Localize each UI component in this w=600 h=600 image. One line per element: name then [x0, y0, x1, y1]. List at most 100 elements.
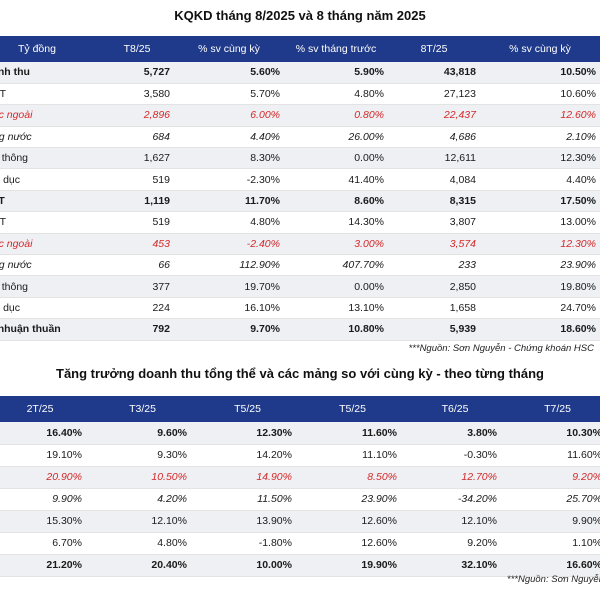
growth-table: 2T/25 T3/25 T5/25 T5/25 T6/25 T7/25 16.40% 9.6…	[0, 396, 600, 577]
table-cell: 8.50%	[300, 466, 405, 489]
table-cell: 26.00%	[284, 126, 388, 149]
table-cell: 5.70%	[174, 83, 284, 106]
table-cell: 13.00%	[480, 211, 600, 234]
table-row: 19.10% 9.30% 14.20% 11.10% -0.30% 11.60%	[0, 444, 600, 467]
table-cell: 9.20%	[505, 466, 600, 489]
table-cell: 12.60%	[480, 104, 600, 127]
table-cell: 3,807	[388, 211, 480, 234]
table-cell: 0.00%	[284, 147, 388, 170]
column-header: T8/25	[123, 43, 151, 55]
row-label: Giáo dục	[0, 297, 100, 320]
row-label: Lợi nhuận thuần	[0, 318, 100, 341]
table-cell: 32.10%	[405, 554, 505, 577]
table-cell: 1.10%	[505, 532, 600, 555]
table-row: 20.90% 10.50% 14.90% 8.50% 12.70% 9.20%	[0, 466, 600, 489]
table-cell: 19.80%	[480, 275, 600, 298]
table-cell: 11.60%	[505, 444, 600, 467]
table-cell: 11.70%	[174, 190, 284, 213]
table2-title: Tăng trưởng doanh thu tổng thể và các mả…	[56, 366, 544, 381]
table-cell: 10.50%	[90, 466, 195, 489]
table-cell: 14.20%	[195, 444, 300, 467]
table-row: 9.90% 4.20% 11.50% 23.90% -34.20% 25.70%	[0, 488, 600, 511]
table-cell: 9.90%	[505, 510, 600, 533]
table-cell: 224	[100, 297, 174, 320]
table-cell: 12,611	[388, 147, 480, 170]
table-cell: 3.00%	[284, 233, 388, 256]
row-label: CNTT	[0, 83, 100, 106]
table-cell: 4.40%	[480, 168, 600, 191]
table-cell: 9.60%	[90, 422, 195, 445]
table-cell: 16.60%	[505, 554, 600, 577]
table-row: 21.20% 20.40% 10.00% 19.90% 32.10% 16.60%	[0, 554, 600, 577]
table-cell: 112.90%	[174, 254, 284, 277]
table-header-row: 2T/25 T3/25 T5/25 T5/25 T6/25 T7/25	[0, 396, 600, 422]
column-header: % sv cùng kỳ	[198, 43, 260, 55]
row-label: Nước ngoài	[0, 233, 100, 256]
column-header: % sv tháng trước	[295, 43, 377, 55]
table-cell: -2.40%	[174, 233, 284, 256]
table-cell: 8.60%	[284, 190, 388, 213]
table-cell: 4,084	[388, 168, 480, 191]
table-cell: -2.30%	[174, 168, 284, 191]
table-cell: 9.20%	[405, 532, 505, 555]
table-cell: 23.90%	[480, 254, 600, 277]
table-cell: 16.10%	[174, 297, 284, 320]
table1-title: KQKD tháng 8/2025 và 8 tháng năm 2025	[174, 8, 426, 23]
table-cell: 6.70%	[0, 532, 90, 555]
table-row: 6.70% 4.80% -1.80% 12.60% 9.20% 1.10%	[0, 532, 600, 555]
table-cell: 8.30%	[174, 147, 284, 170]
table-cell: 11.60%	[300, 422, 405, 445]
table-cell: 22,437	[388, 104, 480, 127]
table-cell: 12.60%	[300, 532, 405, 555]
table-cell: 0.00%	[284, 275, 388, 298]
table-cell: 1,627	[100, 147, 174, 170]
table-cell: 14.30%	[284, 211, 388, 234]
table-cell: 519	[100, 168, 174, 191]
table-cell: 9.70%	[174, 318, 284, 341]
row-label: Doanh thu	[0, 62, 100, 84]
table-cell: 2.10%	[480, 126, 600, 149]
table-cell: 3,574	[388, 233, 480, 256]
table-cell: 0.80%	[284, 104, 388, 127]
table-cell: 25.70%	[505, 488, 600, 511]
table-cell: 18.60%	[480, 318, 600, 341]
source-note: ***Nguồn: Sơn Nguyễn - Chứng khoán HSC	[408, 343, 594, 354]
table-cell: 1,119	[100, 190, 174, 213]
table-cell: 27,123	[388, 83, 480, 106]
table-cell: 12.70%	[405, 466, 505, 489]
column-header: % sv cùng kỳ	[509, 43, 571, 55]
column-header: 2T/25	[26, 403, 54, 415]
table-cell: 19.10%	[0, 444, 90, 467]
table-cell: 5,727	[100, 62, 174, 84]
row-label: Viễn thông	[0, 275, 100, 298]
row-label: Nước ngoài	[0, 104, 100, 127]
column-header: T5/25	[234, 403, 261, 415]
row-label: Trong nước	[0, 254, 100, 277]
table-cell: 15.30%	[0, 510, 90, 533]
column-header: T3/25	[129, 403, 156, 415]
table-cell: 12.30%	[480, 233, 600, 256]
source-note: ***Nguồn: Sơn Nguyễn	[506, 574, 600, 585]
table-cell: 23.90%	[300, 488, 405, 511]
table-cell: 13.90%	[195, 510, 300, 533]
table-cell: 2,896	[100, 104, 174, 127]
table-cell: 16.40%	[0, 422, 90, 445]
table-cell: 792	[100, 318, 174, 341]
column-header: T6/25	[441, 403, 469, 415]
column-header: Tỷ đồng	[18, 43, 56, 55]
column-header: T7/25	[544, 403, 571, 415]
table-cell: 41.40%	[284, 168, 388, 191]
table-cell: 2,850	[388, 275, 480, 298]
table-cell: 10.50%	[480, 62, 600, 84]
row-label: Giáo dục	[0, 168, 100, 191]
kqkd-table: Tỷ đồng T8/25 % sv cùng kỳ % sv tháng trước…	[0, 36, 600, 341]
table-cell: 4.80%	[284, 83, 388, 106]
table-cell: 233	[388, 254, 480, 277]
